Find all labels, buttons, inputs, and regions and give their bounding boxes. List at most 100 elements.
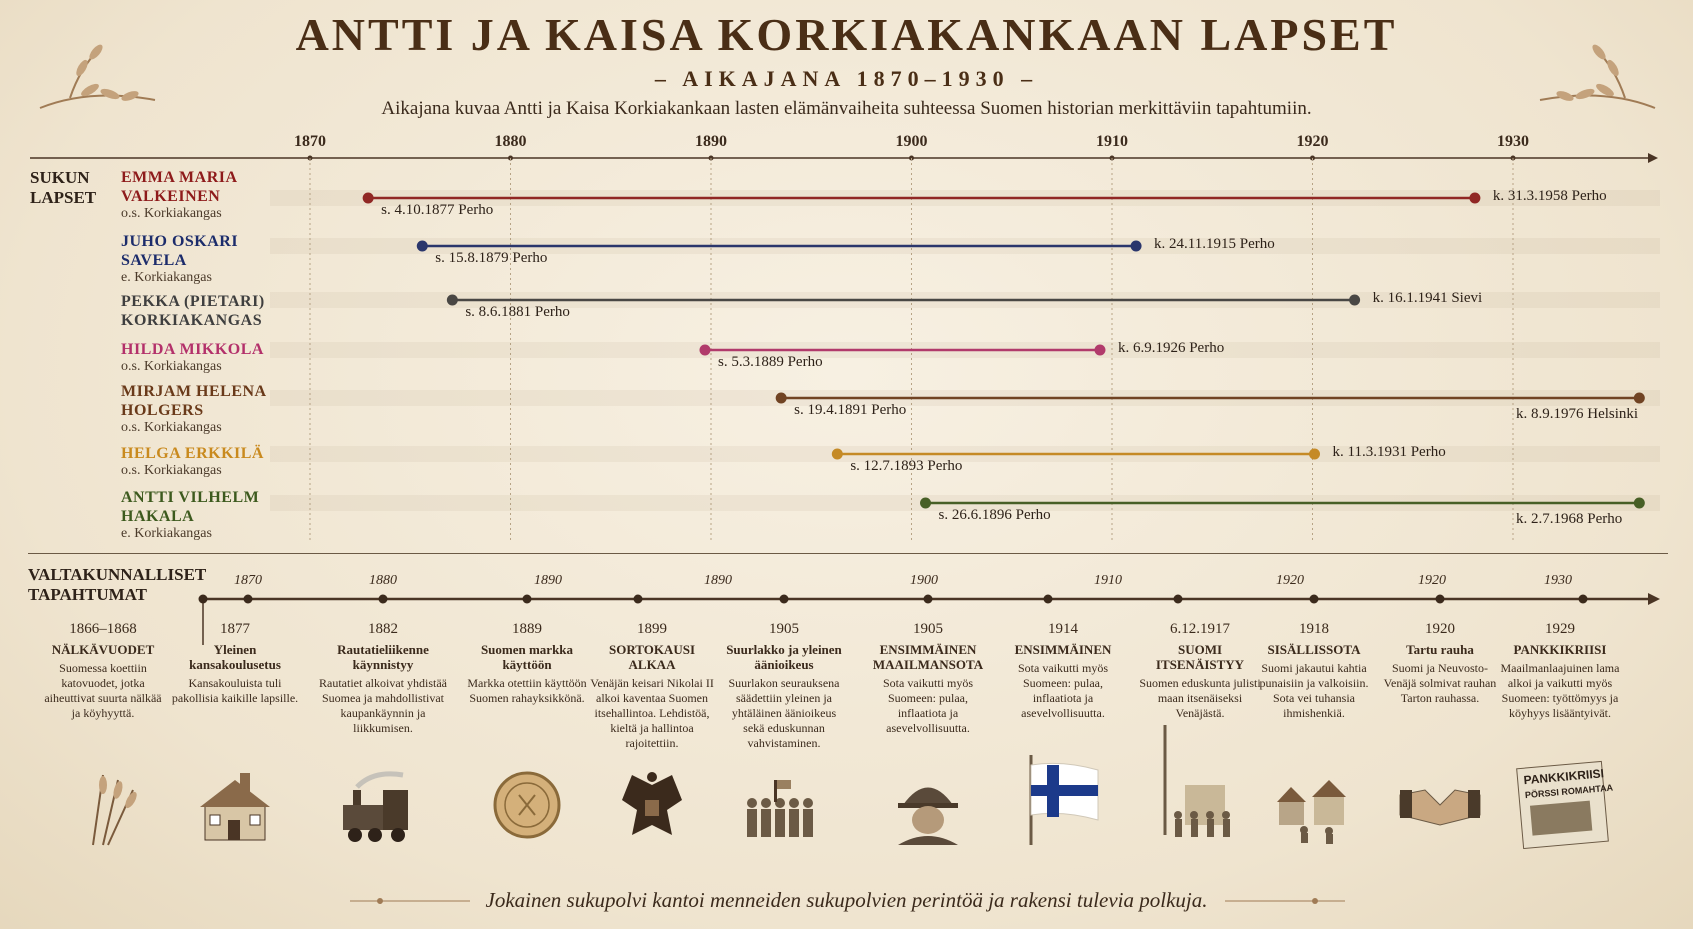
events-axis-year-label: 1930 <box>1544 573 1572 588</box>
footer-ornament-right <box>1225 898 1345 904</box>
event-title: Suomen markka käyttöön <box>480 642 574 672</box>
death-date: k. 2.7.1968 Perho <box>1516 511 1623 527</box>
event-card: 1889 Suomen markka käyttöön Markka otettii… <box>463 621 591 706</box>
events-axis-arrow <box>1648 593 1660 605</box>
event-marker <box>198 594 208 604</box>
event-card: 1905 Suurlakko ja yleinen äänioikeus Suurl… <box>720 621 848 751</box>
event-year: 1905 <box>769 621 799 637</box>
birth-date: s. 15.8.1879 Perho <box>435 250 548 266</box>
event-title: Tartu rauha <box>1406 642 1474 657</box>
death-dot <box>1633 392 1645 404</box>
birth-dot <box>446 294 458 306</box>
event-description: Venäjän keisari Nikolai II alkoi kaventa… <box>590 676 714 750</box>
child-name-block: ANTTI VILHELM HAKALA e. Korkiakangas <box>121 488 259 542</box>
double-eagle-icon <box>622 772 682 835</box>
event-description: Sota vaikutti myös Suomeen: pulaa, infla… <box>1018 661 1108 720</box>
section-divider <box>28 553 1668 554</box>
events-axis-year-label: 1920 <box>1418 573 1446 588</box>
child-name-line1: HELGA ERKKILÄ <box>121 445 264 462</box>
top-axis-year-label: 1930 <box>1497 133 1529 150</box>
death-dot <box>1130 240 1142 252</box>
event-year: 1914 <box>1048 621 1078 637</box>
train-icon <box>343 771 408 842</box>
child-maiden-name: o.s. Korkiakangas <box>121 206 222 221</box>
row-stripe <box>270 390 1660 406</box>
death-dot <box>1094 344 1106 356</box>
events-axis-year-label: 1910 <box>1094 573 1122 588</box>
crowd-icon <box>747 780 813 837</box>
birth-dot <box>831 448 843 460</box>
event-year: 6.12.1917 <box>1170 621 1230 637</box>
event-title: Rautatieliikenne käynnistyy <box>337 642 429 672</box>
event-marker <box>1435 594 1445 604</box>
top-axis-year-label: 1880 <box>494 133 527 150</box>
birth-date: s. 5.3.1889 Perho <box>717 354 823 370</box>
event-description: Suomessa koettiin katovuodet, jotka aihe… <box>44 661 162 720</box>
page-description: Aikajana kuvaa Antti ja Kaisa Korkiakank… <box>381 98 1312 119</box>
event-marker <box>243 594 253 604</box>
child-name-line2: VALKEINEN <box>121 188 221 205</box>
child-maiden-name: e. Korkiakangas <box>121 526 212 541</box>
event-year: 1899 <box>637 621 667 637</box>
wheat-icon <box>92 774 137 846</box>
event-description: Kansakouluista tuli pakollisia kaikille … <box>171 676 299 705</box>
death-dot <box>1349 294 1361 306</box>
child-name-line1: ANTTI VILHELM <box>121 489 260 506</box>
death-date: k. 24.11.1915 Perho <box>1154 236 1275 252</box>
child-maiden-name: o.s. Korkiakangas <box>121 463 222 478</box>
birth-dot <box>416 240 428 252</box>
birth-date: s. 19.4.1891 Perho <box>794 402 907 418</box>
newspaper-headline: PANKKIKRIISI <box>1523 766 1604 787</box>
event-description: Rautatiet alkoivat yhdistää Suomea ja ma… <box>319 676 447 735</box>
death-date: k. 11.3.1931 Perho <box>1332 444 1446 460</box>
events-section-label: VALTAKUNNALLISET TAPAHTUMAT <box>28 565 207 604</box>
child-name-line1: EMMA MARIA <box>121 169 238 186</box>
event-title: ENSIMMÄINEN MAAILMANSOTA <box>872 642 984 672</box>
death-date: k. 8.9.1976 Helsinki <box>1516 406 1639 422</box>
child-name-block: EMMA MARIA VALKEINEN o.s. Korkiakangas <box>121 168 238 222</box>
birth-date: s. 12.7.1893 Perho <box>850 458 963 474</box>
village-icon <box>1277 780 1346 844</box>
event-description: Markka otettiin käyttöön Suomen rahayksi… <box>467 676 587 705</box>
child-name-line2: SAVELA <box>121 252 187 269</box>
event-card: 1866–1868 NÄLKÄVUODET Suomessa koettiin ka… <box>39 621 167 721</box>
child-maiden-name: e. Korkiakangas <box>121 270 212 285</box>
event-title: Suurlakko ja yleinen äänioikeus <box>726 642 842 672</box>
coin-icon <box>493 771 561 839</box>
child-name-line2: HAKALA <box>121 508 195 525</box>
top-axis-arrow <box>1648 153 1658 163</box>
death-date: k. 6.9.1926 Perho <box>1117 340 1225 356</box>
event-marker <box>522 594 532 604</box>
child-maiden-name: o.s. Korkiakangas <box>121 359 222 374</box>
event-description: Sota vaikutti myös Suomeen: pulaa, infla… <box>883 676 973 735</box>
top-axis-year-label: 1900 <box>895 133 928 150</box>
child-name-block: MIRJAM HELENA HOLGERS o.s. Korkiakangas <box>121 382 267 436</box>
child-name-block: HELGA ERKKILÄ o.s. Korkiakangas <box>121 444 264 479</box>
child-name-line2: HOLGERS <box>121 402 204 419</box>
handshake-icon <box>1399 789 1481 826</box>
death-dot <box>1309 448 1321 460</box>
top-axis-year-label: 1920 <box>1296 133 1329 150</box>
events-axis-year-label: 1890 <box>534 573 562 588</box>
birth-date: s. 4.10.1877 Perho <box>381 202 494 218</box>
event-title: SORTOKAUSI ALKAA <box>609 642 695 672</box>
row-stripe <box>270 495 1660 511</box>
event-marker <box>378 594 388 604</box>
event-description: Maailmanlaajuinen lama alkoi ja vaikutti… <box>1500 661 1620 720</box>
child-name-block: HILDA MIKKOLA o.s. Korkiakangas <box>121 340 264 375</box>
event-marker <box>1309 594 1319 604</box>
event-card: 1882 Rautatieliikenne käynnistyy Rautatiet… <box>319 621 447 736</box>
row-stripe <box>270 292 1660 308</box>
footer-quote: Jokainen sukupolvi kantoi menneiden suku… <box>485 888 1208 912</box>
birth-dot <box>920 497 932 509</box>
birth-dot <box>362 192 374 204</box>
event-year: 1920 <box>1425 621 1455 637</box>
street-scene-icon <box>1163 725 1230 837</box>
event-title: ENSIMMÄINEN <box>1014 642 1112 657</box>
child-name-block: JUHO OSKARI SAVELA e. Korkiakangas <box>121 232 238 286</box>
event-marker <box>779 594 789 604</box>
event-year: 1866–1868 <box>69 621 137 637</box>
child-name-line1: PEKKA (PIETARI) <box>121 293 265 310</box>
